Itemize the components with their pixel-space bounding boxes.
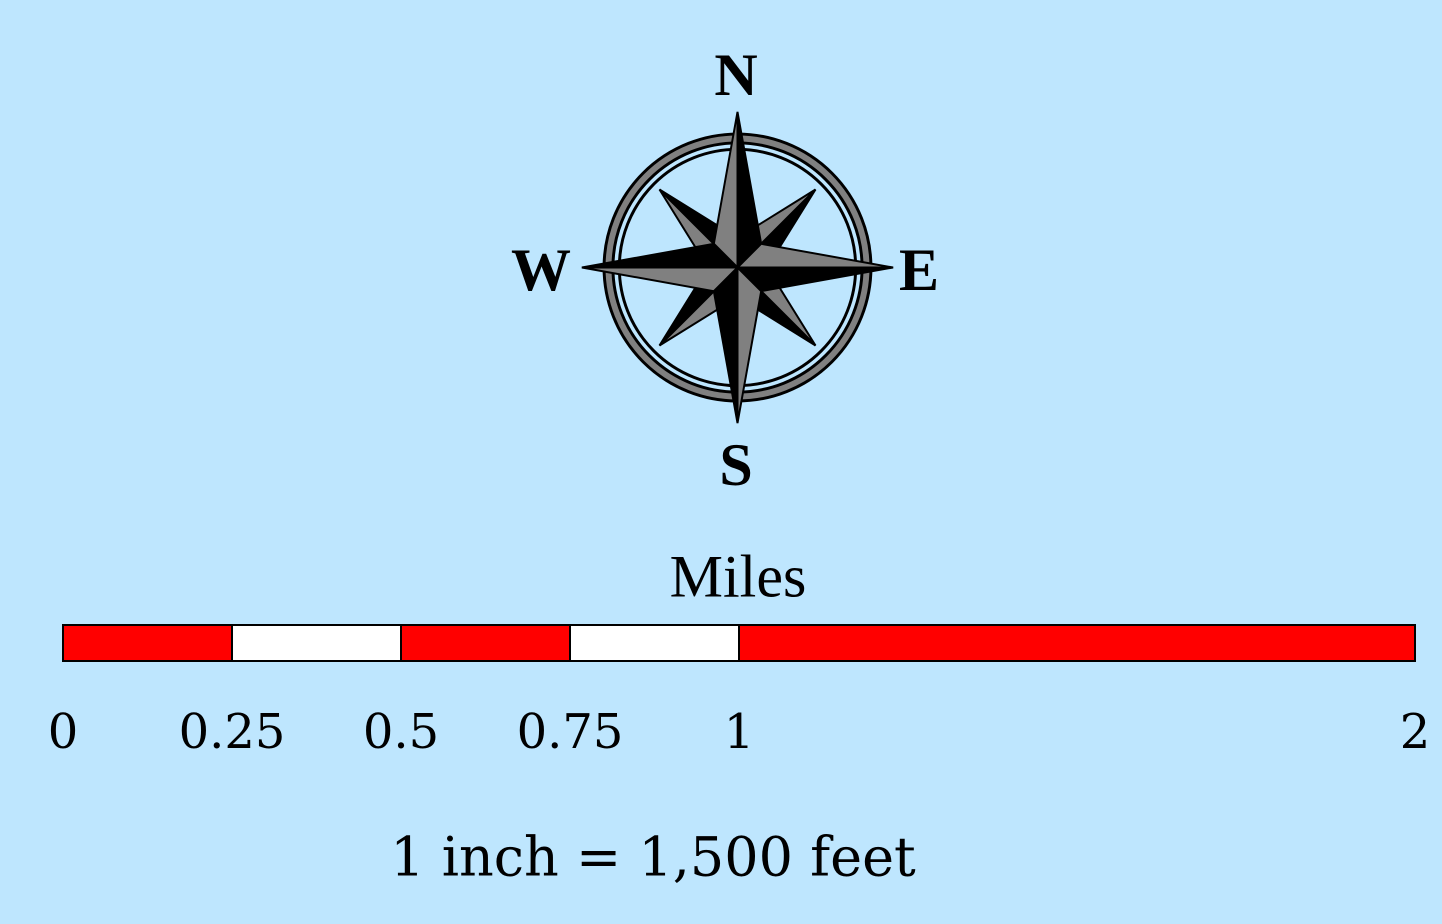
scale-tick-label: 0.75 [516,704,624,760]
scale-tick-label: 2 [1399,704,1431,760]
scale-segment-0 [62,624,233,662]
compass-south-label: S [719,432,753,498]
scale-tick-label: 0 [47,704,79,760]
compass-east-label: E [898,237,940,303]
scale-segment-1 [231,624,402,662]
scale-units-label: Miles [669,543,807,610]
scale-tick-label: 0.25 [178,704,286,760]
compass-west-label: W [511,237,571,303]
scale-statement: 1 inch = 1,500 feet [390,825,916,889]
scale-tick-label: 1 [723,704,755,760]
compass-north-label: N [714,42,758,108]
scale-tick-label: 0.5 [362,704,440,760]
scale-segment-2 [400,624,571,662]
rose-point-270-right-half [581,242,740,269]
scale-segment-3 [569,624,740,662]
compass-rose-icon [581,111,894,424]
scale-segment-4 [738,624,1416,662]
